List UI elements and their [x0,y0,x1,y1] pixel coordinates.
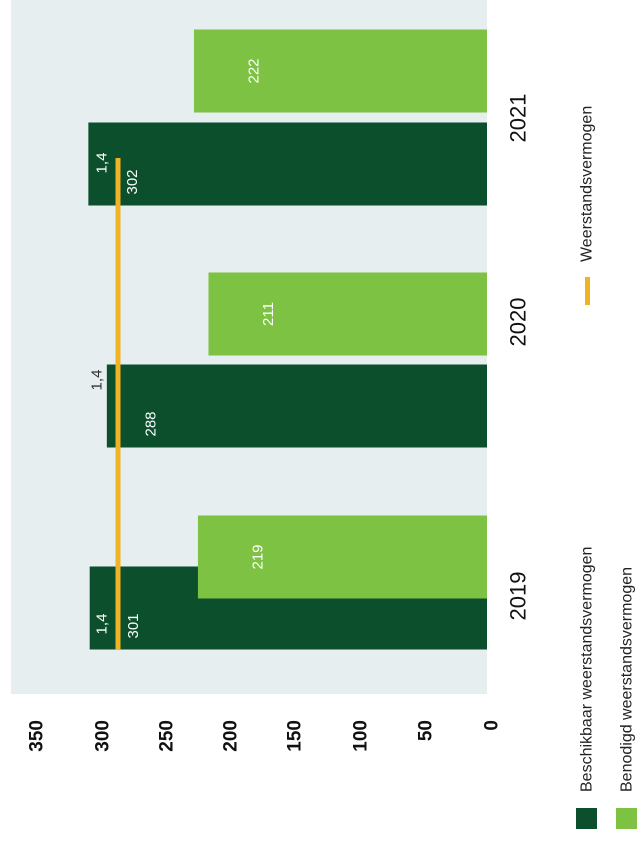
legend-label-beschikbaar: Beschikbaar weerstandsvermogen [579,547,596,792]
bar-benodigd-2020 [208,272,488,356]
legend-label-benodigd: Benodigd weerstandsvermogen [619,567,636,792]
ratio-label-2019: 1,4 [94,614,111,635]
bar-benodigd-2021 [193,29,487,113]
data-label-beschikbaar-2019: 301 [125,613,142,638]
bar-benodigd-2019 [197,515,488,599]
y-axis-ticks: 350 300 250 200 150 100 50 0 [27,720,503,752]
ratio-label-2021: 1,4 [94,153,111,174]
data-label-beschikbaar-2020: 288 [142,411,159,436]
legend-swatch-weerstandsvermogen [585,277,590,305]
data-label-benodigd-2019: 219 [249,544,266,569]
x-axis-categories: 2019 2020 2021 [506,94,531,621]
ratio-line-group: 1,4 1,4 1,4 [89,153,121,650]
category-label-2021: 2021 [506,94,531,143]
tick-100: 100 [351,720,372,752]
bars-group: 301 219 288 211 302 222 [88,29,488,650]
legend-swatch-beschikbaar [576,808,597,829]
bar-beschikbaar-2021 [88,122,488,206]
legend-label-weerstandsvermogen: Weerstandsvermogen [579,106,596,262]
tick-350: 350 [27,720,48,752]
tick-250: 250 [157,720,178,752]
tick-50: 50 [416,720,437,741]
category-label-2019: 2019 [506,572,531,621]
data-label-benodigd-2021: 222 [245,58,262,83]
tick-150: 150 [285,720,306,752]
legend-swatch-benodigd [616,808,637,829]
bar-beschikbaar-2020 [106,364,487,448]
data-label-benodigd-2020: 211 [260,302,277,326]
tick-0: 0 [482,720,503,731]
category-label-2020: 2020 [506,298,531,347]
ratio-label-2020: 1,4 [89,370,106,391]
legend: Beschikbaar weerstandsvermogen Benodigd w… [576,106,637,829]
tick-200: 200 [221,720,242,752]
tick-300: 300 [93,720,114,752]
data-label-beschikbaar-2021: 302 [124,169,141,194]
